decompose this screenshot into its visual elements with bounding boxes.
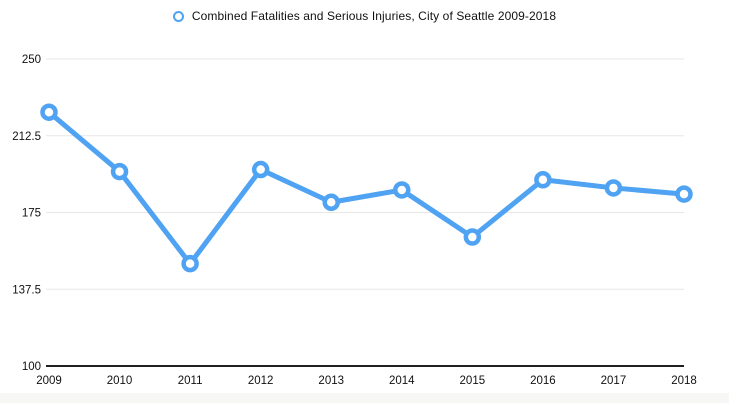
chart-legend: Combined Fatalities and Serious Injuries… (0, 9, 729, 23)
data-point-marker (675, 185, 693, 203)
x-axis-tick-label: 2018 (671, 375, 697, 387)
x-axis-tick-label: 2017 (601, 375, 627, 387)
legend-ring-marker-icon (172, 10, 184, 22)
data-point-marker (251, 160, 270, 179)
x-axis-tick-label: 2012 (248, 375, 274, 387)
data-point-marker (40, 103, 58, 121)
x-axis-tick-label: 2014 (389, 375, 415, 387)
x-axis-tick-label: 2009 (36, 375, 62, 387)
y-axis-tick-label: 137.5 (12, 284, 41, 296)
data-point-marker (534, 171, 552, 189)
y-axis-tick-label: 250 (22, 54, 41, 66)
x-axis-tick-label: 2016 (530, 375, 556, 387)
data-point-marker (110, 162, 129, 181)
x-axis-tick-label: 2011 (178, 375, 203, 387)
x-axis-tick-label: 2015 (460, 375, 486, 387)
x-axis-tick-label: 2010 (107, 375, 133, 387)
x-axis-tick-label: 2013 (318, 375, 344, 387)
data-point-marker (393, 181, 411, 199)
y-axis-tick-label: 100 (22, 361, 41, 373)
data-point-marker (322, 193, 340, 212)
y-axis-tick-label: 175 (22, 208, 41, 220)
data-point-marker (463, 228, 482, 246)
data-line-series (46, 109, 687, 267)
data-point-marker (604, 179, 623, 197)
bottom-strip (0, 393, 729, 403)
y-axis-tick-label: 212.5 (12, 131, 41, 143)
legend-label: Combined Fatalities and Serious Injuries… (191, 9, 557, 23)
data-point-marker (181, 254, 199, 273)
